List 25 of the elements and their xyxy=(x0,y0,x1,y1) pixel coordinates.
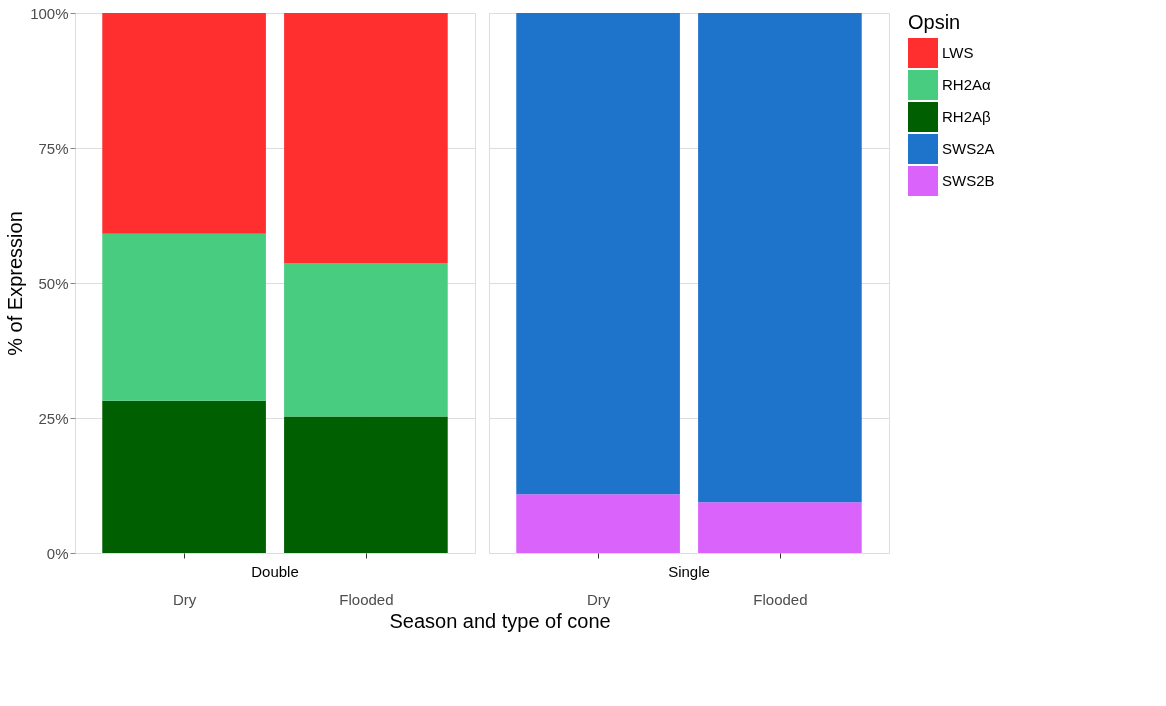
bar xyxy=(102,13,266,234)
legend-label: RH2Aβ xyxy=(942,108,992,125)
y-tick-label: 50% xyxy=(38,274,69,292)
legend-label: LWS xyxy=(942,44,974,61)
x-axis-title: Season and type of cone xyxy=(389,609,611,632)
x-tick-label: Dry xyxy=(172,590,197,608)
x-tick-label: Dry xyxy=(586,590,611,608)
legend-title: Opsin xyxy=(908,11,961,33)
bar xyxy=(284,263,448,417)
legend-label: SWS2B xyxy=(942,172,995,189)
bar xyxy=(284,13,448,264)
y-tick-label: 100% xyxy=(30,4,69,22)
bar xyxy=(102,233,266,401)
legend-label: RH2Aα xyxy=(942,76,992,93)
text: Double xyxy=(251,563,299,580)
text: Single xyxy=(668,563,710,580)
x-tick-label: Flooded xyxy=(339,590,394,608)
y-tick-label: 75% xyxy=(38,139,69,157)
y-tick-label: 0% xyxy=(46,544,69,562)
bar xyxy=(284,416,448,553)
legend-label: SWS2A xyxy=(942,140,995,157)
y-axis-title: % of Expression xyxy=(4,211,27,356)
bar xyxy=(102,400,266,553)
x-tick-label: Flooded xyxy=(753,590,808,608)
y-tick-label: 25% xyxy=(38,409,69,427)
